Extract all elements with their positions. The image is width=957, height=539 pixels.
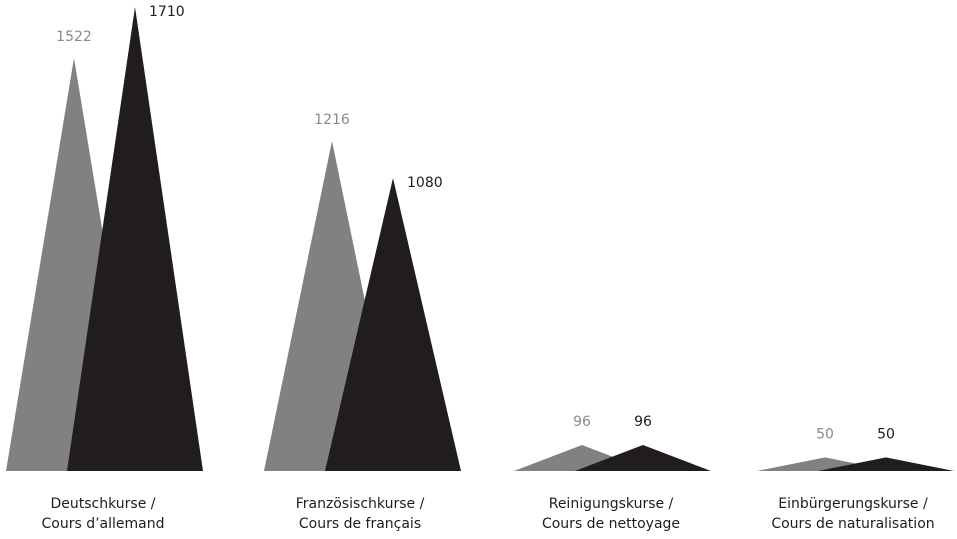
category-label-line1: Einbürgerungskurse / xyxy=(778,496,928,512)
category-label-line2: Cours de naturalisation xyxy=(771,516,935,532)
value-label-series2-cat1: 1710 xyxy=(149,4,185,20)
value-label-series2-cat2: 1080 xyxy=(407,175,443,191)
category-label-line1: Reinigungskurse / xyxy=(548,496,674,512)
category-label-reinigungskurse: Reinigungskurse / Cours de nettoyage xyxy=(491,494,731,534)
value-label-series1-cat4: 50 xyxy=(816,426,834,442)
category-label-line1: Französischkurse / xyxy=(295,496,425,512)
value-label-series1-cat1: 1522 xyxy=(56,29,92,45)
value-label-series2-cat3: 96 xyxy=(634,414,652,430)
category-label-line2: Cours de nettoyage xyxy=(541,516,681,532)
triangle-series2-cat3 xyxy=(575,444,711,471)
category-label-line2: Cours de français xyxy=(298,516,422,532)
value-label-series1-cat2: 1216 xyxy=(314,112,350,128)
category-label-deutschkurse: Deutschkurse / Cours d’allemand xyxy=(0,494,223,534)
triangle-series2-cat1 xyxy=(67,7,203,471)
triangle-series2-cat4 xyxy=(818,457,954,471)
category-label-franzoesischkurse: Französischkurse / Cours de français xyxy=(240,494,480,534)
triangle-series2-cat2 xyxy=(325,177,461,471)
category-label-line2: Cours d’allemand xyxy=(41,516,165,532)
category-label-line1: Deutschkurse / xyxy=(50,496,156,512)
value-label-series1-cat3: 96 xyxy=(573,414,591,430)
category-label-einbuergerungskurse: Einbürgerungskurse / Cours de naturalisa… xyxy=(733,494,957,534)
value-label-series2-cat4: 50 xyxy=(877,426,895,442)
